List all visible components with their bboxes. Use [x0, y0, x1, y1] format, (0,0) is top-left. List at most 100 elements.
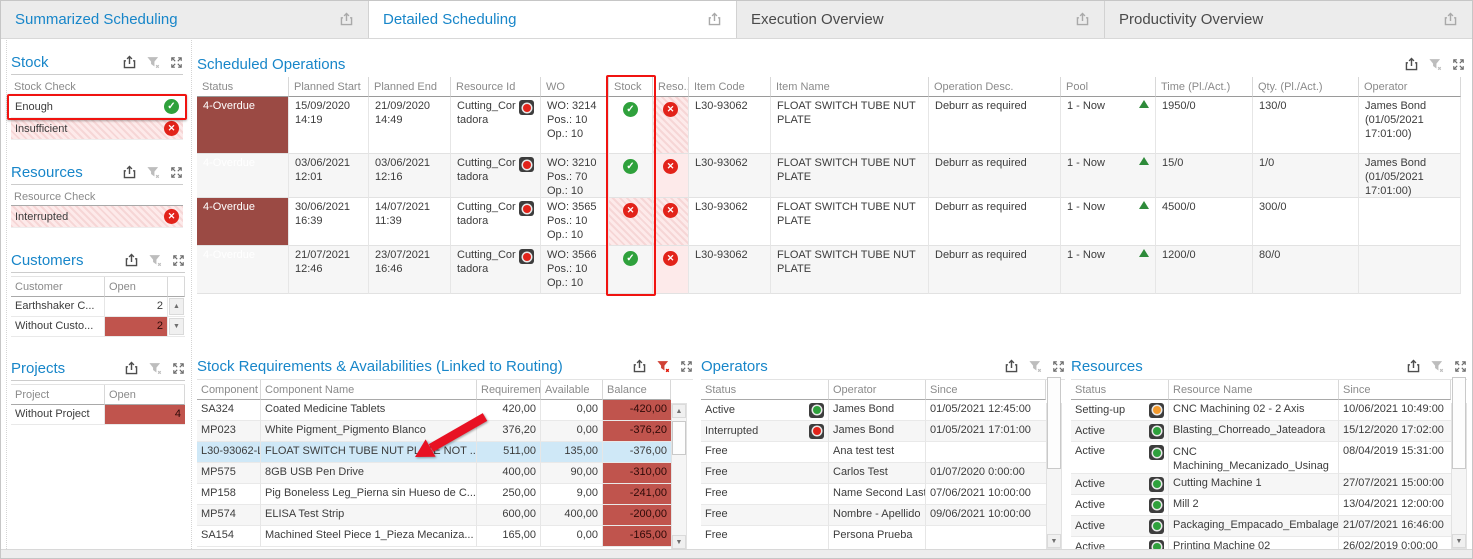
filter-icon[interactable] — [148, 253, 163, 268]
filter-icon[interactable] — [1028, 359, 1043, 374]
item-name-cell: FLOAT SWITCH TUBE NUT PLATE — [771, 246, 929, 294]
col-header[interactable]: Item Code — [689, 77, 771, 97]
balance-cell: -165,00 — [603, 526, 671, 547]
wo-cell: WO: 3214 Pos.: 10 Op.: 10 — [541, 97, 609, 154]
resource-check-cell — [653, 97, 689, 154]
scroll-down-button[interactable]: ▼ — [672, 535, 686, 549]
splitter[interactable] — [191, 40, 192, 549]
splitter[interactable] — [6, 40, 7, 549]
col-header[interactable]: Planned Start — [289, 77, 369, 97]
col-header[interactable]: Operator — [829, 380, 926, 400]
col-header[interactable]: Stock — [609, 77, 653, 97]
export-icon[interactable] — [1404, 57, 1419, 72]
col-header[interactable]: Reso... — [653, 77, 689, 97]
resource-name-cell: Packaging_Empacado_Embalagem — [1169, 516, 1339, 537]
expand-icon[interactable] — [1452, 58, 1465, 71]
col-header[interactable]: Status — [197, 77, 289, 97]
col-header[interactable]: Since — [1339, 380, 1451, 400]
col-header[interactable]: Resource Name — [1169, 380, 1339, 400]
triangle-up-icon — [1139, 249, 1149, 257]
scrollbar-thumb[interactable] — [1452, 377, 1466, 469]
col-header[interactable]: Qty. (Pl./Act.) — [1253, 77, 1359, 97]
col-header[interactable]: Status — [701, 380, 829, 400]
tab-productivity-overview[interactable]: Productivity Overview — [1105, 1, 1472, 38]
planned-end-cell: 23/07/2021 16:46 — [369, 246, 451, 294]
col-header[interactable]: Resource Id — [451, 77, 541, 97]
col-header-customer[interactable]: Customer — [11, 277, 105, 297]
expand-icon[interactable] — [170, 56, 183, 69]
col-header[interactable]: Balance — [603, 380, 671, 400]
vertical-scrollbar[interactable]: ▲ ▼ — [1046, 377, 1062, 549]
col-header[interactable]: Time (Pl./Act.) — [1156, 77, 1253, 97]
col-header[interactable]: Available — [541, 380, 603, 400]
col-header[interactable]: WO — [541, 77, 609, 97]
col-header[interactable]: Status — [1071, 380, 1169, 400]
col-header-project[interactable]: Project — [11, 385, 105, 405]
vertical-scrollbar[interactable]: ▲ ▼ — [671, 403, 687, 549]
record-status-icon — [519, 249, 534, 264]
export-icon[interactable] — [124, 253, 139, 268]
requirement-cell: 511,00 — [477, 442, 541, 463]
col-header[interactable]: Since — [926, 380, 1046, 400]
scroll-up-button[interactable]: ▲ — [169, 298, 184, 315]
tab-detailed-scheduling[interactable]: Detailed Scheduling — [369, 1, 737, 38]
col-header-open[interactable]: Open — [105, 277, 168, 297]
component-name-cell: Pig Boneless Leg_Pierna sin Hueso de C..… — [261, 484, 477, 505]
filter-icon[interactable] — [1428, 57, 1443, 72]
export-icon[interactable] — [122, 165, 137, 180]
expand-icon[interactable] — [1454, 360, 1467, 373]
col-header[interactable]: Pool — [1061, 77, 1156, 97]
status-cell: Active — [1071, 495, 1169, 516]
export-icon[interactable] — [1075, 12, 1090, 27]
item-code-cell: L30-93062 — [689, 154, 771, 198]
resource-check-row-interrupted[interactable]: Interrupted — [11, 206, 183, 228]
scroll-down-button[interactable]: ▼ — [1047, 534, 1061, 548]
operator-cell — [1359, 246, 1461, 294]
export-icon[interactable] — [122, 55, 137, 70]
since-cell — [926, 526, 1046, 549]
filter-icon[interactable] — [146, 55, 161, 70]
scroll-up-button[interactable]: ▲ — [672, 404, 686, 418]
scrollbar-thumb[interactable] — [1047, 377, 1061, 469]
expand-icon[interactable] — [1052, 360, 1065, 373]
export-icon[interactable] — [707, 12, 722, 27]
col-header-resource-check[interactable]: Resource Check — [11, 188, 183, 206]
filter-icon[interactable] — [146, 165, 161, 180]
col-header-stock-check[interactable]: Stock Check — [11, 78, 183, 96]
expand-icon[interactable] — [172, 254, 185, 267]
resource-check-cell — [653, 246, 689, 294]
col-header[interactable]: Operator — [1359, 77, 1461, 97]
stock-check-row-insufficient[interactable]: Insufficient — [11, 118, 183, 140]
col-header[interactable]: Item Name — [771, 77, 929, 97]
col-header[interactable]: Component Name — [261, 380, 477, 400]
vertical-scrollbar[interactable]: ▲ ▼ — [1451, 377, 1467, 549]
resource-name-cell: CNC Machining 02 - 2 Axis — [1169, 400, 1339, 421]
export-icon[interactable] — [1406, 359, 1421, 374]
col-header[interactable]: Requirement — [477, 380, 541, 400]
resource-check-cell — [653, 154, 689, 198]
stock-check-row-enough[interactable]: Enough — [11, 96, 183, 118]
tab-summarized-scheduling[interactable]: Summarized Scheduling — [1, 1, 369, 38]
expand-icon[interactable] — [170, 166, 183, 179]
filter-icon[interactable] — [1430, 359, 1445, 374]
resource-name-cell: Printing Machine 02 — [1169, 537, 1339, 549]
col-header-open[interactable]: Open — [105, 385, 185, 405]
expand-icon[interactable] — [172, 362, 185, 375]
expand-icon[interactable] — [680, 360, 693, 373]
export-icon[interactable] — [1004, 359, 1019, 374]
stock-check-cell — [609, 97, 653, 154]
col-header[interactable]: Operation Desc. — [929, 77, 1061, 97]
scroll-down-button[interactable]: ▼ — [1452, 534, 1466, 548]
scrollbar-thumb[interactable] — [672, 420, 686, 455]
col-header[interactable]: Planned End — [369, 77, 451, 97]
filter-active-icon[interactable] — [656, 359, 671, 374]
export-icon[interactable] — [124, 361, 139, 376]
operator-cell — [1359, 198, 1461, 246]
scroll-down-button[interactable]: ▼ — [169, 318, 184, 335]
tab-execution-overview[interactable]: Execution Overview — [737, 1, 1105, 38]
export-icon[interactable] — [1443, 12, 1458, 27]
filter-icon[interactable] — [148, 361, 163, 376]
export-icon[interactable] — [339, 12, 354, 27]
col-header[interactable]: Component — [197, 380, 261, 400]
export-icon[interactable] — [632, 359, 647, 374]
